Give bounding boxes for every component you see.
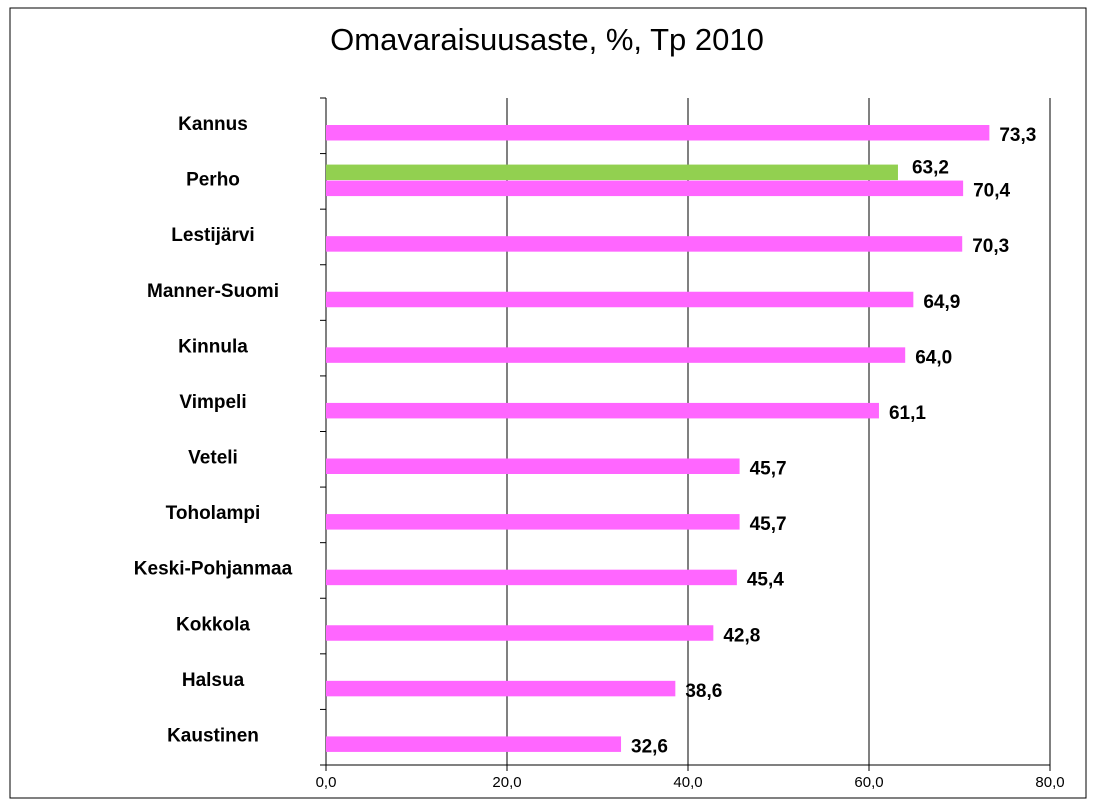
bar <box>326 180 964 197</box>
data-label: 64,9 <box>923 292 960 313</box>
data-label: 70,3 <box>972 236 1009 257</box>
data-label: 45,7 <box>750 459 787 480</box>
bar <box>326 164 898 181</box>
bar <box>326 680 676 697</box>
data-label: 63,2 <box>912 158 949 179</box>
bar <box>326 402 879 419</box>
y-tick-label: Lestijärvi <box>171 225 254 246</box>
chart-title: Omavaraisuusaste, %, Tp 2010 <box>330 22 764 57</box>
data-label: 64,0 <box>915 347 952 368</box>
bar <box>326 625 714 641</box>
y-tick-label: Kokkola <box>176 614 250 635</box>
data-label: 32,6 <box>631 736 668 757</box>
bar <box>326 569 737 586</box>
bar <box>326 458 740 474</box>
bar <box>326 736 622 752</box>
data-label: 45,4 <box>747 570 784 591</box>
y-tick-label: Keski-Pohjanmaa <box>134 559 293 580</box>
data-label: 38,6 <box>685 681 722 702</box>
y-tick-label: Toholampi <box>166 503 261 524</box>
data-label: 42,8 <box>723 625 760 646</box>
x-tick-label: 80,0 <box>1035 774 1064 791</box>
data-label: 70,4 <box>973 181 1010 202</box>
y-tick-label: Veteli <box>188 448 238 469</box>
y-tick-label: Manner-Suomi <box>147 281 279 302</box>
y-tick-label: Kinnula <box>178 336 248 357</box>
data-label: 73,3 <box>999 125 1036 146</box>
y-tick-label: Halsua <box>182 670 245 691</box>
y-tick-label: Kannus <box>178 114 248 135</box>
bar <box>326 125 990 141</box>
y-tick-label: Kaustinen <box>167 725 259 746</box>
bar <box>326 514 740 530</box>
bar <box>326 236 963 252</box>
y-tick-label: Perho <box>186 170 240 191</box>
x-tick-label: 40,0 <box>673 774 702 791</box>
y-tick-label: Vimpeli <box>179 392 246 413</box>
bar <box>326 347 906 363</box>
data-label: 61,1 <box>889 403 926 424</box>
x-tick-label: 60,0 <box>854 774 883 791</box>
bar <box>326 291 914 308</box>
x-tick-label: 0,0 <box>316 774 337 791</box>
data-label: 45,7 <box>750 514 787 535</box>
x-tick-label: 20,0 <box>492 774 521 791</box>
